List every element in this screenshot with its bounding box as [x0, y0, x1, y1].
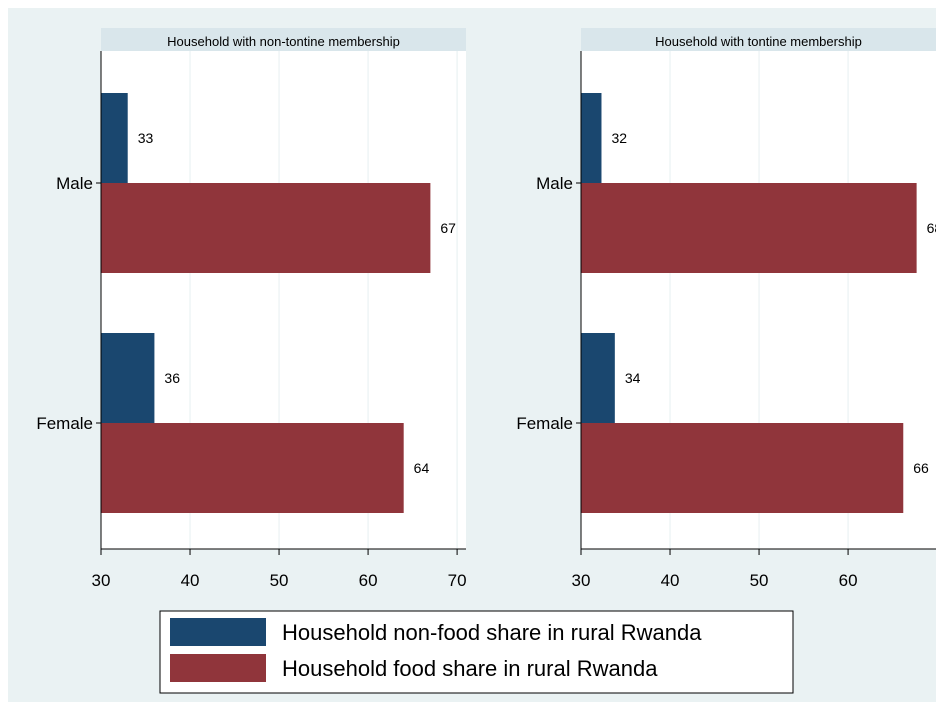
bar-nonfood-female — [581, 333, 615, 423]
panel-2: Household with tontine membership 32 68 Mal… — [516, 28, 936, 590]
panel-1: Household with non-tontine membership 33 6… — [36, 28, 467, 590]
legend-label-nonfood: Household non-food share in rural Rwanda — [282, 620, 702, 645]
x-tick-label: 40 — [181, 571, 200, 590]
data-label-nonfood-female: 34 — [625, 370, 641, 386]
data-label-food-female: 64 — [414, 460, 430, 476]
panel-strip — [101, 28, 466, 51]
panel-title: Household with tontine membership — [655, 34, 862, 49]
category-label-male: Male — [56, 174, 93, 193]
category-label-female: Female — [516, 414, 573, 433]
data-label-nonfood-male: 33 — [138, 130, 154, 146]
x-tick-label: 60 — [359, 571, 378, 590]
category-label-female: Female — [36, 414, 93, 433]
legend-swatch-nonfood — [170, 618, 266, 646]
category-label-male: Male — [536, 174, 573, 193]
legend-swatch-food — [170, 654, 266, 682]
panel-title: Household with non-tontine membership — [167, 34, 400, 49]
x-tick-label: 60 — [839, 571, 858, 590]
legend: Household non-food share in rural Rwanda… — [159, 610, 794, 694]
x-tick-label: 50 — [750, 571, 769, 590]
bar-nonfood-male — [101, 93, 128, 183]
x-tick-label: 40 — [661, 571, 680, 590]
legend-label-food: Household food share in rural Rwanda — [282, 656, 658, 681]
bar-food-male — [581, 183, 917, 273]
panel-strip — [581, 28, 936, 51]
data-label-food-female: 66 — [913, 460, 929, 476]
data-label-nonfood-female: 36 — [164, 370, 180, 386]
x-tick-label: 30 — [92, 571, 111, 590]
bar-food-female — [101, 423, 404, 513]
data-label-nonfood-male: 32 — [611, 130, 627, 146]
data-label-food-male: 68 — [927, 220, 936, 236]
x-tick-label: 50 — [270, 571, 289, 590]
bar-food-female — [581, 423, 904, 513]
data-label-food-male: 67 — [440, 220, 456, 236]
bar-food-male — [101, 183, 431, 273]
bar-nonfood-female — [101, 333, 155, 423]
bar-nonfood-male — [581, 93, 602, 183]
x-tick-label: 70 — [448, 571, 467, 590]
x-tick-label: 30 — [572, 571, 591, 590]
